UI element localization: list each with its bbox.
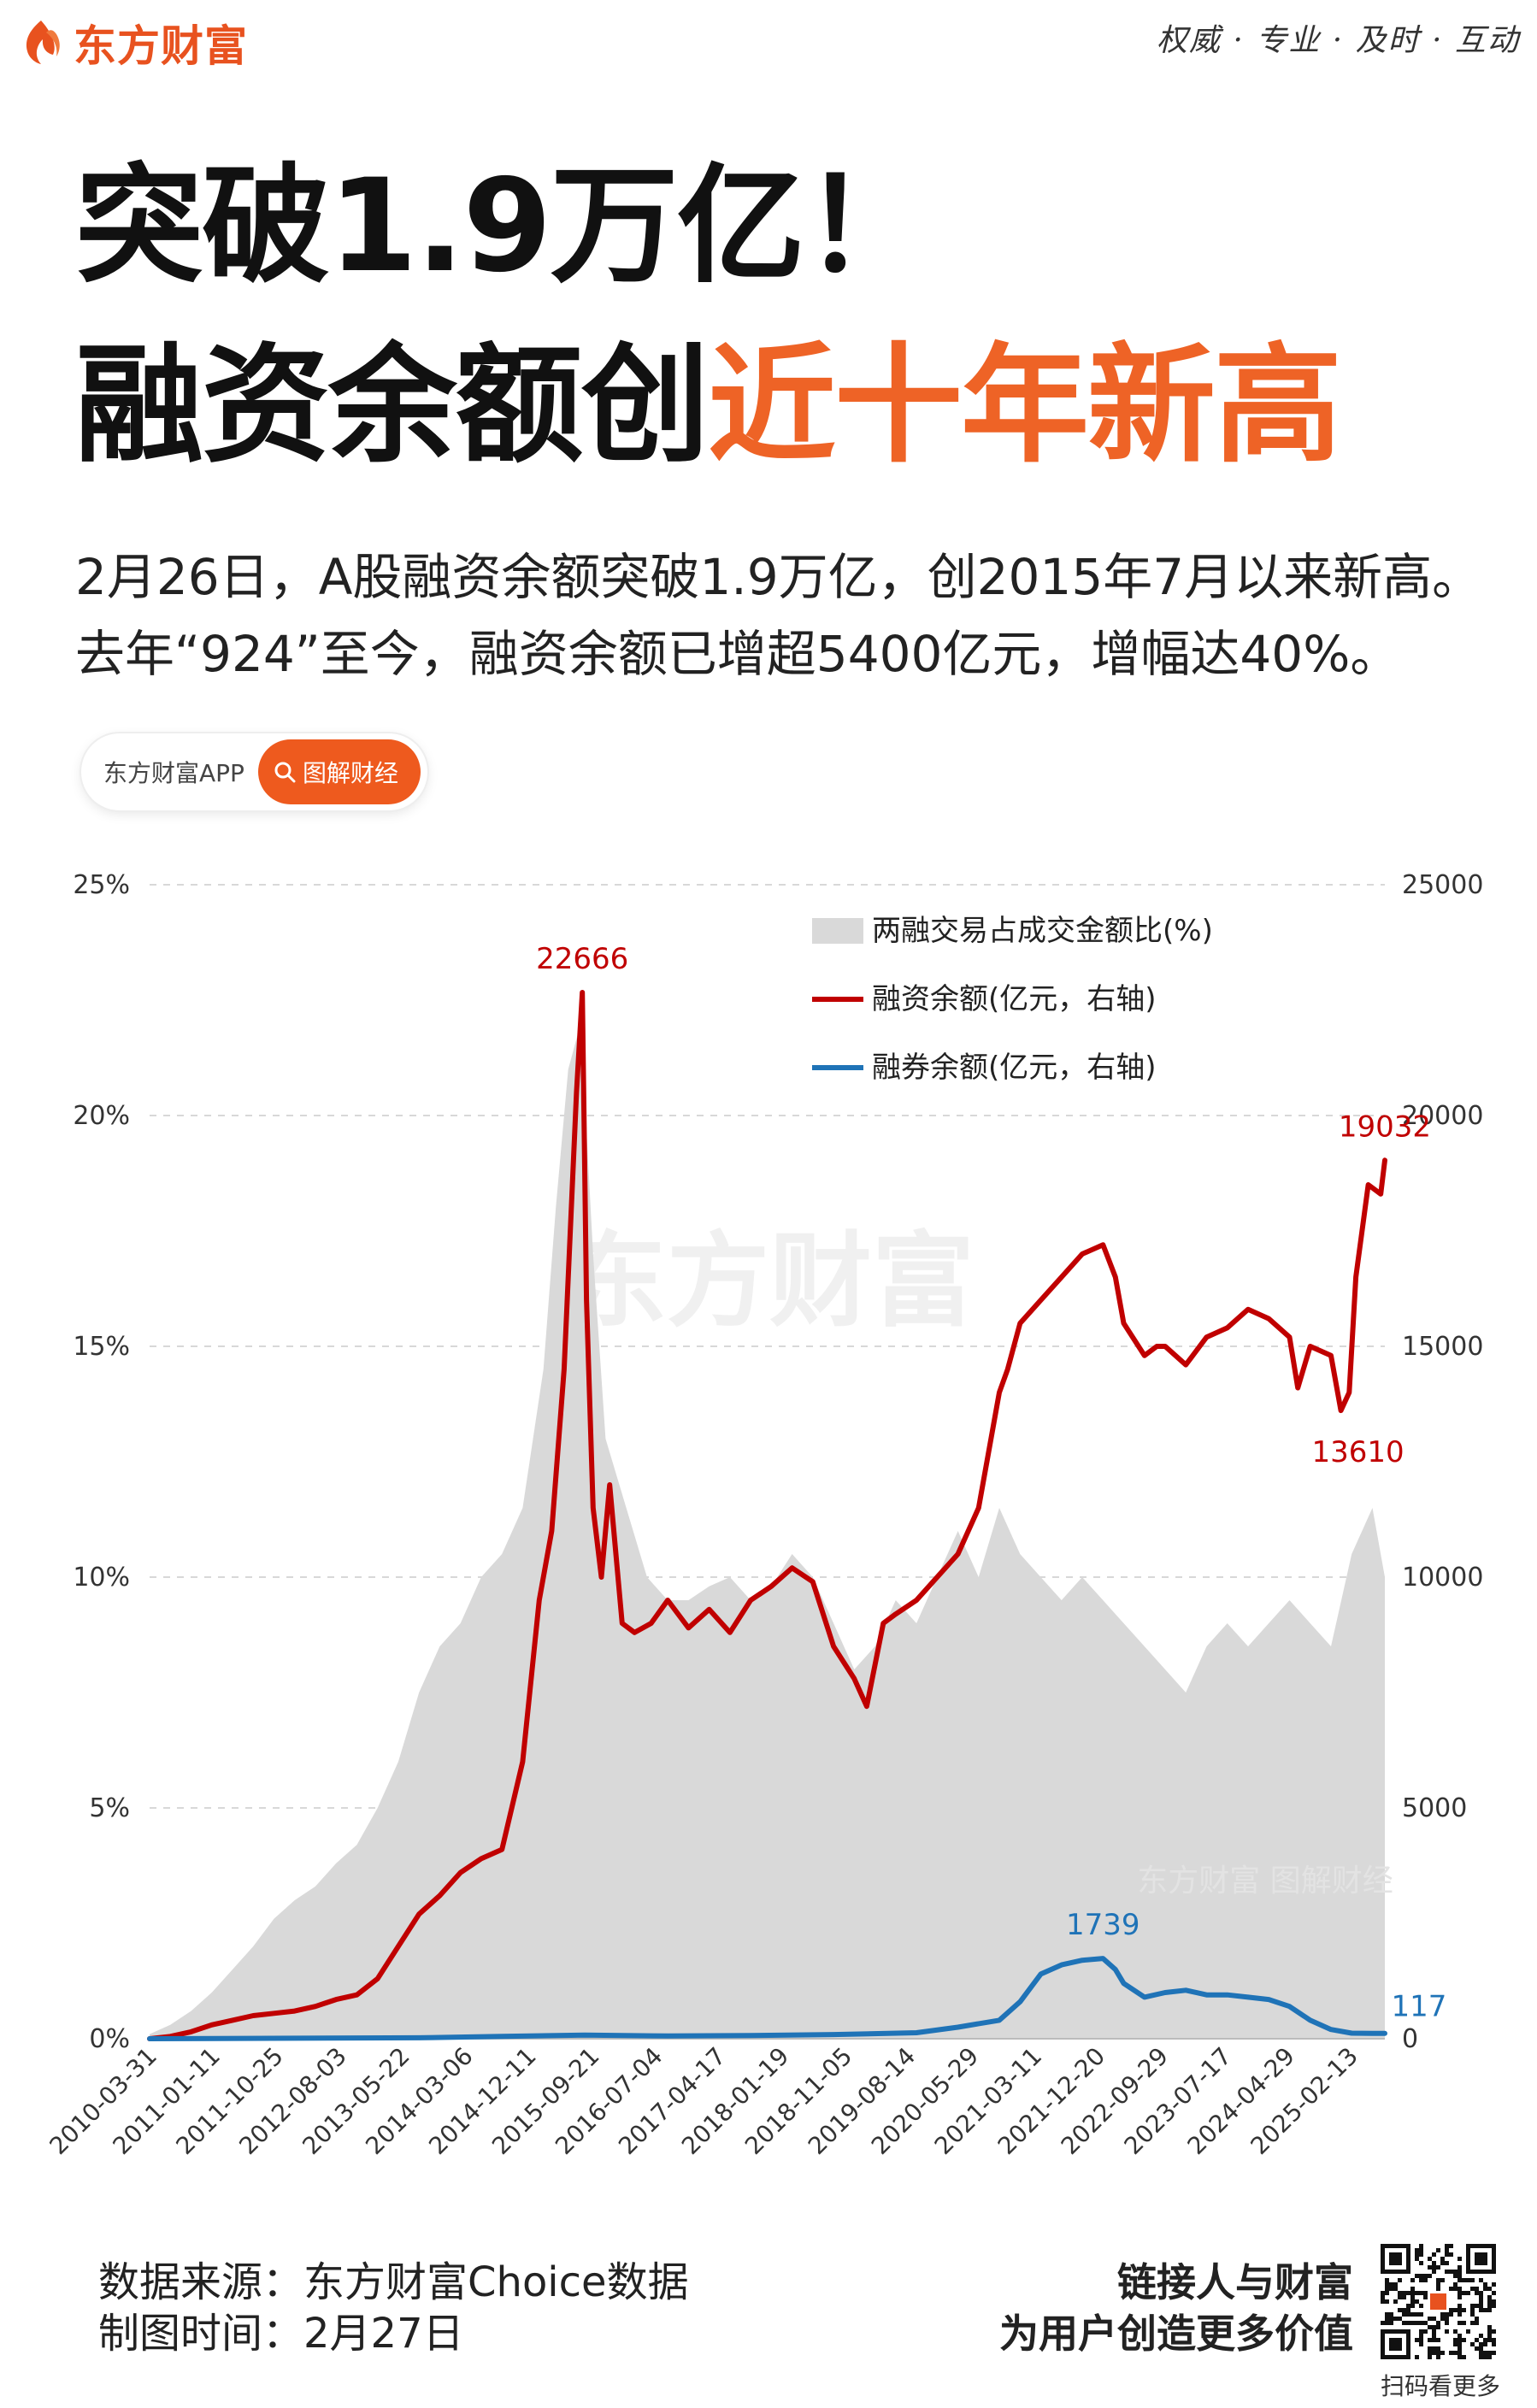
header-slogan: 权威 · 专业 · 及时 · 互动 (1157, 23, 1520, 58)
headline-highlight: 近十年新高 (708, 332, 1342, 480)
securities-lending-line (147, 1956, 1387, 2041)
footer-source: 数据来源：东方财富Choice数据 制图时间：2月27日 (98, 2257, 689, 2359)
headline-line1: 突破1.9万亿！ (75, 152, 932, 301)
data-label: 19032 (1339, 1110, 1431, 1144)
summary-text: 2月26日，A股融资余额突破1.9万亿，创2015年7月以来新高。 去年“924… (75, 539, 1481, 692)
qr-caption: 扫码看更多 (1380, 2372, 1500, 2400)
headline-prefix: 融资余额创 (75, 332, 710, 480)
data-label: 13610 (1312, 1435, 1404, 1469)
tag-topic-label: 图解财经 (302, 759, 398, 787)
data-label: 1739 (1066, 1908, 1140, 1942)
financing-balance-line (147, 990, 1387, 2041)
legend-label: 融券余额(亿元，右轴) (872, 1051, 1157, 1085)
summary-line1: 2月26日，A股融资余额突破1.9万亿，创2015年7月以来新高。 (75, 548, 1482, 606)
left-axis-tick: 15% (73, 1332, 130, 1362)
summary-line2: 去年“924”至今，融资余额已增超5400亿元，增幅达40%。 (75, 625, 1400, 683)
brand-name: 东方财富 (74, 21, 248, 71)
right-axis-tick: 10000 (1402, 1563, 1483, 1593)
qr-code[interactable] (1381, 2244, 1496, 2359)
data-label: 22666 (536, 942, 628, 976)
margin-balance-chart: 0% 5% 10% 15% 20% 25% 0 5000 10000 15000 20000 2500… (44, 870, 1484, 2160)
legend-label: 两融交易占成交金额比(%) (872, 914, 1213, 948)
tagline-line1: 链接人与财富 (1117, 2259, 1353, 2305)
left-axis-tick: 5% (89, 1793, 130, 1823)
left-axis-tick: 25% (73, 870, 130, 900)
headline-line2: 融资余额创近十年新高 (75, 342, 1342, 470)
source-tag[interactable]: 东方财富APP 图解财经 (81, 733, 427, 810)
left-axis-tick: 20% (73, 1101, 130, 1131)
right-axis-tick: 20000 (1402, 1101, 1483, 1131)
chart-date: 制图时间：2月27日 (98, 2310, 464, 2358)
tagline-line2: 为用户创造更多价值 (999, 2311, 1353, 2357)
ratio-area-series (150, 1023, 1385, 2039)
legend-swatch (812, 918, 863, 944)
legend-label: 融资余额(亿元，右轴) (872, 982, 1157, 1016)
left-axis-tick: 10% (73, 1563, 130, 1593)
app-header: 东方财富 权威 · 专业 · 及时 · 互动 (0, 0, 1537, 81)
right-axis-tick: 15000 (1402, 1332, 1483, 1362)
tag-app-label: 东方财富APP (103, 759, 244, 787)
right-axis-tick: 0 (1402, 2024, 1418, 2054)
watermark-sub: 东方财富 图解财经 (1137, 1863, 1393, 1899)
right-axis-tick: 25000 (1402, 870, 1483, 900)
data-label: 117 (1392, 1990, 1447, 2024)
footer-tagline: 链接人与财富 为用户创造更多价值 (999, 2257, 1353, 2359)
right-axis-tick: 5000 (1402, 1793, 1467, 1823)
left-axis-tick: 0% (89, 2024, 130, 2054)
watermark: 东方财富 (564, 1222, 975, 1341)
brand-flame-icon (26, 21, 60, 64)
brand-logo[interactable]: 东方财富 (15, 12, 248, 74)
data-source: 数据来源：东方财富Choice数据 (98, 2258, 689, 2306)
tag-topic-button[interactable]: 图解财经 (257, 739, 421, 804)
search-icon (274, 762, 296, 783)
chart-area: 0% 5% 10% 15% 20% 25% 0 5000 10000 15000 20000 2500… (0, 855, 1537, 2197)
